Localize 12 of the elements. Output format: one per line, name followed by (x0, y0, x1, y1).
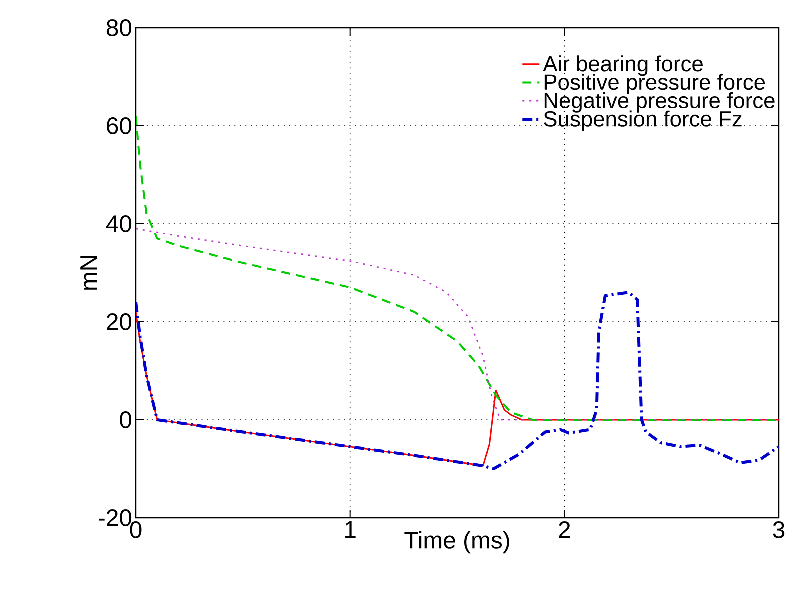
y-tick-label: 20 (107, 314, 132, 330)
y-tick-label: 40 (106, 216, 132, 232)
x-tick-label: 2 (559, 522, 570, 538)
y-tick-label: 60 (107, 118, 132, 134)
legend-label: Suspension force Fz (544, 110, 742, 132)
x-axis-title: Time (ms) (404, 531, 510, 554)
y-tick-label: 0 (120, 412, 132, 428)
y-tick-label: 80 (106, 20, 132, 36)
y-tick-label: -20 (98, 510, 132, 526)
x-tick-label: 1 (346, 522, 356, 538)
x-tick-label: 3 (773, 522, 785, 538)
y-axis-title: mN (80, 256, 98, 290)
